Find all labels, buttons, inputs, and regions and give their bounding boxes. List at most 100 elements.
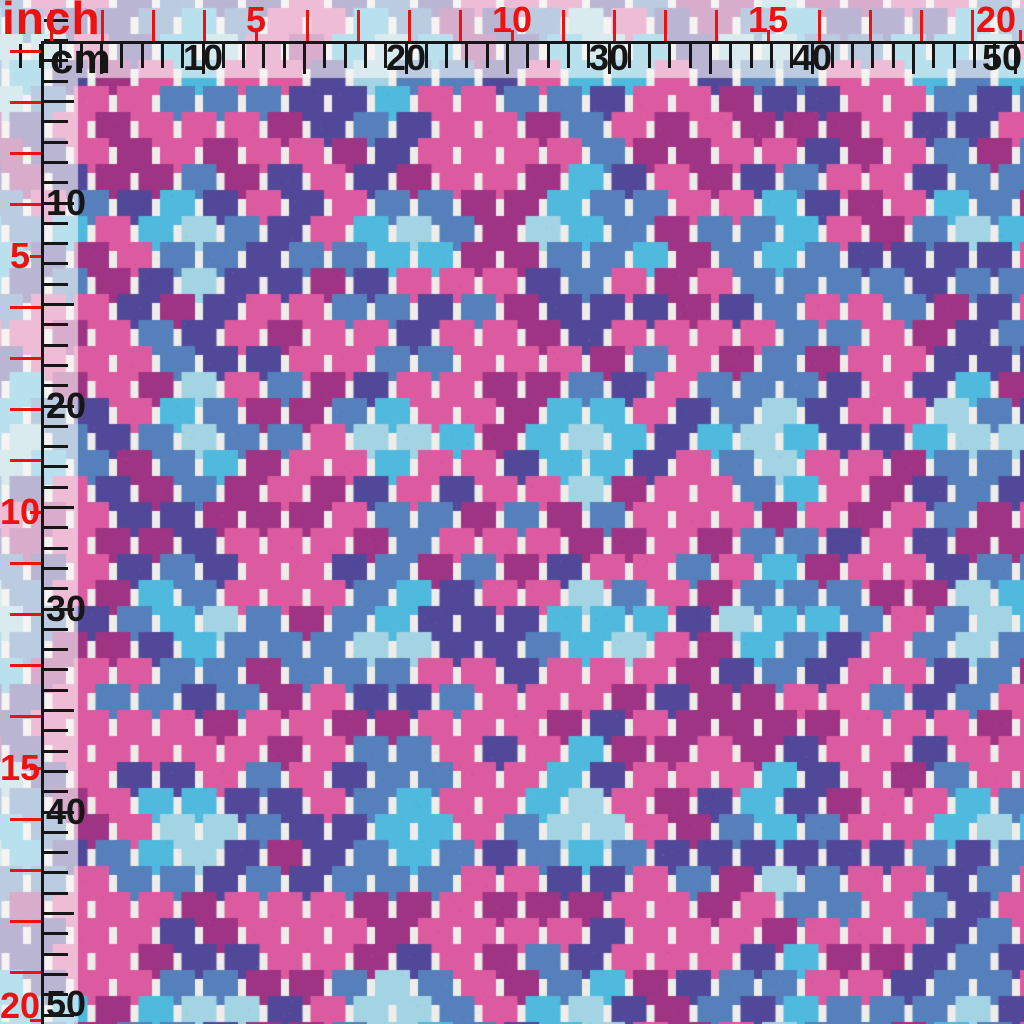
cm-tick-top	[749, 44, 753, 68]
cm-tick-left	[44, 871, 68, 875]
cm-tick-top	[201, 44, 205, 74]
cm-tick-left	[44, 912, 74, 915]
cm-tick-top	[972, 44, 976, 68]
inch-ruler-left-number: 20	[0, 985, 41, 1024]
cm-tick-top	[140, 44, 144, 68]
cm-tick-left	[44, 160, 68, 164]
inch-tick-top	[152, 10, 156, 41]
cm-tick-left	[44, 688, 68, 692]
cm-ruler-left-number: 40	[46, 791, 87, 832]
cm-tick-left	[44, 120, 68, 124]
cm-tick-left	[44, 100, 74, 103]
cm-tick-left	[44, 262, 68, 266]
inch-tick-left	[10, 612, 41, 616]
cm-tick-top	[445, 44, 449, 68]
inch-tick-top	[868, 10, 872, 41]
cm-tick-top	[526, 44, 530, 68]
cm-tick-top	[871, 44, 875, 68]
inch-tick-left	[30, 510, 41, 514]
inch-tick-left	[10, 459, 41, 463]
cm-tick-left	[44, 221, 68, 225]
inch-tick-top	[510, 30, 514, 41]
cm-tick-left	[44, 140, 68, 144]
inch-tick-left	[10, 356, 41, 360]
cm-ruler-top-number: 30	[588, 37, 630, 78]
cm-tick-top	[993, 44, 997, 68]
cm-tick-top	[221, 44, 225, 68]
cm-tick-left	[44, 749, 68, 753]
cm-tick-left	[44, 668, 68, 672]
cm-tick-left	[44, 79, 68, 83]
cm-tick-left	[44, 952, 68, 956]
inch-tick-left	[10, 100, 41, 104]
cm-tick-top	[404, 44, 408, 74]
cm-tick-left	[44, 343, 68, 347]
inch-tick-top	[356, 10, 360, 41]
cm-tick-left	[44, 546, 68, 550]
inch-tick-left	[10, 203, 41, 207]
cm-tick-left	[44, 201, 74, 205]
cm-tick-top	[648, 44, 652, 68]
inch-tick-top	[920, 10, 924, 41]
cm-tick-top	[303, 44, 306, 74]
inch-unit-label: inch	[2, 0, 101, 44]
inch-tick-top	[612, 10, 616, 41]
cm-tick-top	[546, 44, 550, 68]
cm-tick-left	[44, 830, 68, 834]
cm-tick-top	[343, 44, 347, 68]
cm-ruler-left-number: 10	[46, 182, 87, 223]
inch-tick-top	[971, 10, 975, 41]
cm-tick-left	[44, 993, 68, 997]
inch-tick-left	[30, 766, 41, 770]
inch-ruler-left-number: 15	[0, 747, 41, 788]
cm-tick-left	[44, 709, 74, 712]
inch-tick-top	[766, 30, 770, 41]
inch-ruler-top-number: 20	[975, 0, 1017, 40]
inch-tick-top	[408, 10, 412, 41]
cm-tick-top	[952, 44, 956, 68]
cm-tick-top	[39, 44, 43, 68]
cm-tick-left	[44, 384, 68, 388]
inch-tick-left	[10, 561, 41, 565]
cm-tick-left	[44, 729, 68, 733]
cm-tick-top	[851, 44, 855, 68]
inch-tick-left	[10, 868, 41, 872]
inch-tick-top	[664, 10, 668, 41]
cm-tick-left	[44, 181, 68, 185]
inch-tick-left	[10, 715, 41, 719]
cm-tick-left	[44, 363, 68, 367]
cm-tick-top	[59, 44, 63, 68]
inch-tick-top	[561, 10, 565, 41]
cm-tick-left	[44, 587, 68, 591]
inch-tick-left	[10, 152, 41, 156]
cm-tick-left	[44, 526, 68, 530]
cm-tick-top	[668, 44, 672, 68]
cm-tick-left	[44, 39, 68, 43]
cm-tick-left	[44, 769, 68, 773]
inch-tick-left	[10, 817, 41, 821]
cm-tick-left	[44, 242, 68, 246]
cm-tick-top	[282, 44, 286, 68]
inch-ruler-left-number: 10	[0, 491, 41, 532]
inch-tick-left	[10, 664, 41, 668]
inch-tick-left	[10, 49, 41, 53]
cm-tick-top	[709, 44, 712, 74]
cm-ruler-top-number: 20	[385, 37, 427, 78]
cm-tick-left	[44, 424, 68, 428]
cm-tick-left	[44, 566, 68, 570]
cm-tick-top	[100, 44, 103, 74]
cm-ruler-left-line	[41, 41, 44, 1024]
inch-tick-top	[203, 10, 207, 41]
cm-tick-top	[607, 44, 611, 74]
cm-tick-left	[44, 404, 74, 408]
inch-ruler-top-number: 5	[245, 0, 267, 40]
cm-tick-top	[384, 44, 388, 68]
cm-tick-left	[44, 1013, 74, 1017]
cm-tick-top	[120, 44, 124, 68]
inch-tick-top	[305, 10, 309, 41]
inch-tick-left	[30, 1018, 41, 1022]
cm-tick-top	[506, 44, 509, 74]
cm-tick-left	[44, 972, 68, 976]
cm-tick-top	[262, 44, 266, 68]
cm-tick-top	[465, 44, 469, 68]
